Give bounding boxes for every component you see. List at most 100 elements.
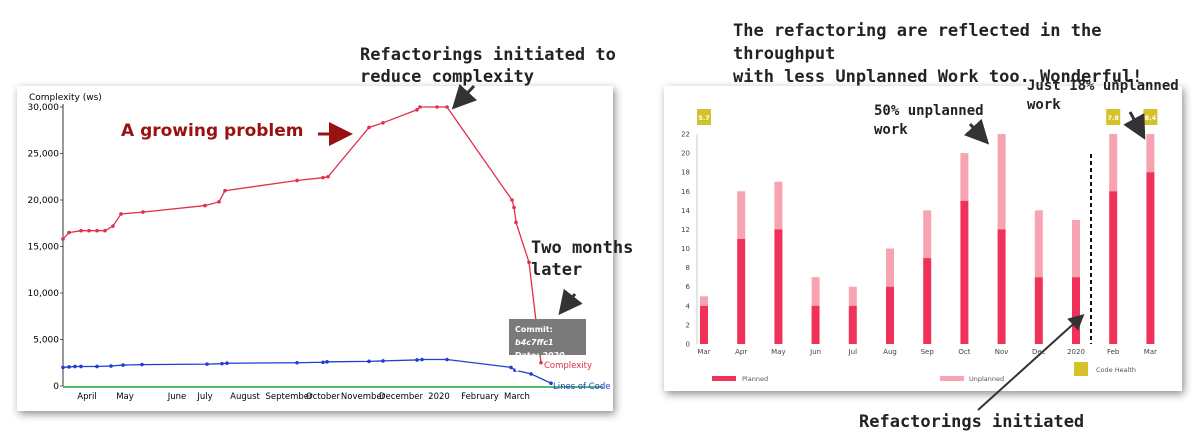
- bar-unplanned: [960, 153, 969, 201]
- y-tick-label: 5,000: [33, 336, 59, 346]
- code-health-badge: [697, 109, 711, 125]
- y-tick-label: 0: [53, 382, 59, 392]
- annotation-refactorings-initiated-bottom: Refactorings initiated: [859, 412, 1085, 432]
- bar-unplanned: [774, 181, 783, 230]
- x-tick-label: July: [196, 392, 212, 402]
- bar-planned: [1109, 191, 1118, 344]
- series-label: Lines of Code: [553, 382, 611, 392]
- bar-unplanned: [848, 286, 857, 306]
- x-tick-label: March: [504, 392, 530, 402]
- x-tick-label: June: [167, 392, 187, 402]
- data-point: [121, 363, 125, 367]
- bar-unplanned: [737, 191, 746, 239]
- data-point: [79, 228, 83, 233]
- bar-planned: [700, 305, 708, 344]
- data-point: [539, 360, 543, 365]
- commit-tooltip: Commit: b4c7ffc1 Date: 2020-03-26: [509, 319, 586, 373]
- data-point: [418, 105, 422, 109]
- data-point: [445, 357, 449, 362]
- data-point: [510, 198, 514, 202]
- tooltip-date-label: Date:: [515, 351, 540, 360]
- data-point: [381, 359, 385, 363]
- x-tick-label: October: [306, 392, 341, 402]
- x-tick-label: September: [266, 392, 313, 402]
- data-point: [549, 381, 553, 386]
- bar-unplanned: [1034, 210, 1043, 278]
- data-point: [205, 362, 209, 366]
- annotation-18-unplanned: Just 18% unplanned work: [1027, 77, 1179, 115]
- x-tick-label: Aug: [883, 348, 897, 356]
- bar-planned: [1146, 172, 1155, 344]
- series-label: Complexity: [544, 361, 592, 371]
- bar-planned: [1072, 277, 1080, 344]
- legend-label-planned: Planned: [742, 375, 768, 383]
- series-line-lines-of-code: [62, 358, 552, 384]
- data-point: [321, 175, 325, 180]
- bar-unplanned: [997, 134, 1006, 230]
- data-point: [109, 364, 113, 368]
- throughput-chart: 0 2 4 6 8 10 12 14 16 18 20 22 Mar Apr May Jun Jul Aug Sep…: [681, 109, 1158, 383]
- x-tick-label: Nov: [995, 348, 1009, 356]
- x-tick-label: May: [116, 392, 134, 402]
- data-point: [79, 364, 83, 369]
- code-health-badge: [1143, 109, 1158, 125]
- x-tick-label: November: [341, 392, 386, 402]
- annotation-line: 50% unplanned: [874, 103, 984, 119]
- data-point: [140, 362, 144, 367]
- data-point: [103, 228, 107, 233]
- data-point: [220, 361, 224, 366]
- data-point: [529, 372, 533, 376]
- legend-label-unplanned: Unplanned: [969, 375, 1004, 383]
- y-axis-label: Complexity (ws): [29, 93, 102, 103]
- y-tick-label: 8: [686, 264, 690, 272]
- data-point: [217, 200, 221, 204]
- data-point: [513, 368, 517, 372]
- y-tick-label: 14: [681, 207, 690, 215]
- y-tick-label: 6: [686, 283, 691, 291]
- tooltip-commit-label: Commit:: [515, 325, 553, 334]
- bar-planned: [886, 286, 894, 344]
- data-point: [435, 105, 439, 109]
- x-tick-label: Oct: [958, 348, 970, 356]
- data-point: [61, 365, 65, 370]
- y-tick-label: 15,000: [28, 243, 60, 253]
- y-tick-label: 10: [681, 245, 690, 253]
- bar-planned: [811, 305, 820, 344]
- y-tick-label: 0: [686, 341, 690, 349]
- bar-unplanned: [1109, 134, 1118, 192]
- complexity-chart: Complexity (ws) 0 5,000 10,000 15,000 20,000 2…: [28, 93, 611, 402]
- tooltip-commit-value: b4c7ffc1: [515, 338, 554, 347]
- data-point: [509, 365, 513, 370]
- data-point: [326, 174, 330, 179]
- x-tick-label: Mar: [697, 348, 710, 356]
- code-health-value: 5.7: [698, 114, 710, 122]
- code-health-value: 7.8: [1107, 114, 1119, 122]
- data-point: [420, 357, 424, 362]
- bar-unplanned: [1146, 134, 1155, 173]
- bar-planned: [960, 200, 969, 344]
- legend-swatch-health: [1074, 362, 1088, 376]
- y-tick-label: 10,000: [28, 289, 60, 299]
- title-line: with less Unplanned Work too. Wonderful!: [733, 67, 1143, 87]
- x-tick-label: Mar: [1144, 348, 1157, 356]
- annotation-line: Just 18% unplanned: [1027, 78, 1179, 94]
- data-point: [223, 188, 227, 193]
- data-point: [527, 260, 531, 265]
- data-point: [87, 228, 91, 233]
- x-tick-label: Jun: [809, 348, 821, 356]
- data-point: [203, 203, 207, 208]
- data-point: [95, 364, 99, 369]
- legend-label-health: Code Health: [1096, 366, 1136, 374]
- y-tick-label: 25,000: [28, 150, 60, 160]
- bar-planned: [997, 229, 1006, 344]
- annotation-two-months-later: Two months later: [531, 237, 633, 281]
- x-tick-label: 2020: [428, 392, 450, 402]
- bar-unplanned: [923, 210, 932, 259]
- data-point: [295, 178, 299, 183]
- annotation-line: reduce complexity: [360, 67, 534, 87]
- annotation-line: Refactorings initiated to: [360, 45, 616, 65]
- data-point: [381, 121, 385, 125]
- x-tick-label: December: [379, 392, 424, 402]
- bar-unplanned: [700, 296, 708, 306]
- bar-planned: [923, 258, 932, 344]
